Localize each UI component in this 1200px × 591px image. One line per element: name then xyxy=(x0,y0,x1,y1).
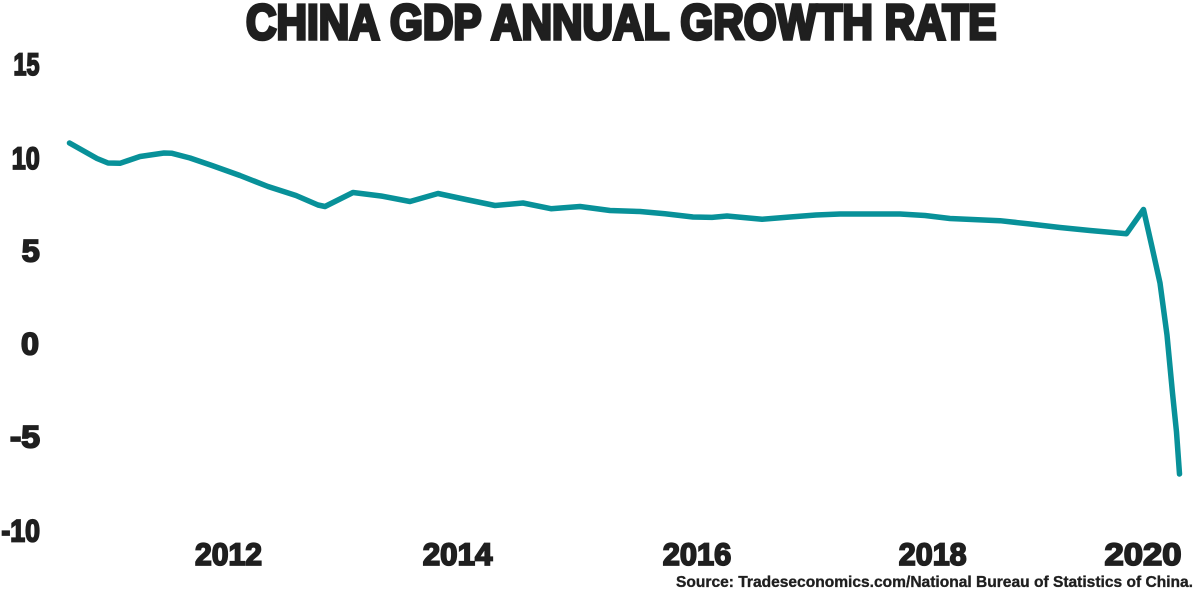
svg-text:-10: -10 xyxy=(1,512,40,548)
svg-text:2014: 2014 xyxy=(423,536,493,572)
svg-text:0: 0 xyxy=(21,326,39,362)
svg-text:2012: 2012 xyxy=(195,536,262,572)
svg-text:10: 10 xyxy=(12,140,40,176)
svg-text:2018: 2018 xyxy=(899,536,967,572)
svg-text:CHINA GDP ANNUAL GROWTH RATE: CHINA GDP ANNUAL GROWTH RATE xyxy=(246,0,997,50)
svg-text:2016: 2016 xyxy=(663,536,732,572)
svg-text:5: 5 xyxy=(22,233,40,269)
svg-text:-5: -5 xyxy=(10,418,40,454)
svg-text:2020: 2020 xyxy=(1105,536,1182,572)
svg-text:Source: Tradeseconomics.com/Na: Source: Tradeseconomics.com/National Bur… xyxy=(676,574,1193,591)
svg-text:15: 15 xyxy=(14,46,40,82)
